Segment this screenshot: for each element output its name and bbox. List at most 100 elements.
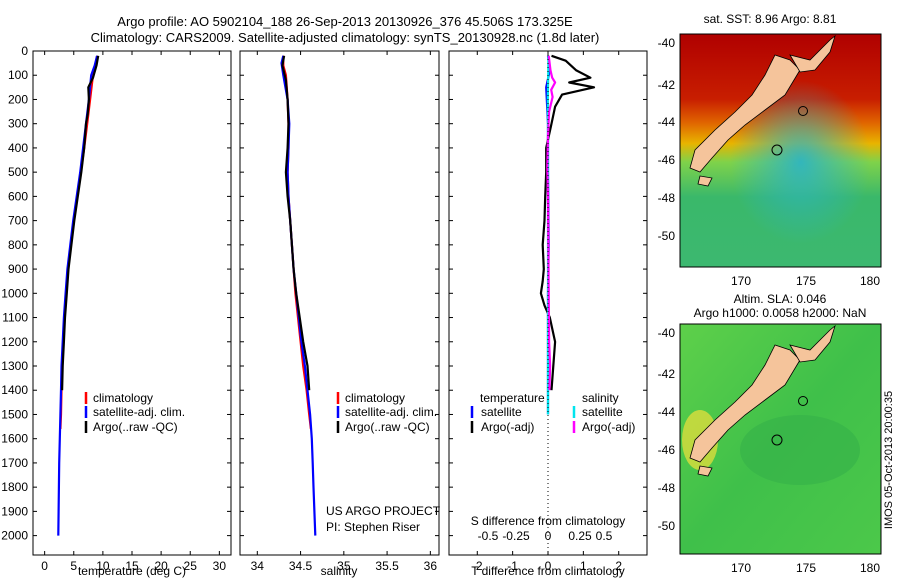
legend-label: satellite-adj. clim.: [345, 405, 437, 419]
salinity-panel: [239, 50, 440, 556]
x-tick-label: 0: [545, 559, 552, 573]
x-tick-label: 30: [213, 559, 227, 573]
map-ytick: -48: [658, 191, 676, 205]
temperature-panel: [32, 50, 232, 556]
map-xtick: 180: [860, 561, 880, 575]
difference-xlabel: T difference from climatology: [471, 564, 625, 578]
difference-legend: temperature salinity satellite Argo(-adj…: [470, 391, 635, 434]
y-tick-label: 600: [8, 189, 28, 203]
y-tick-label: 500: [8, 165, 28, 179]
legend-label: climatology: [345, 391, 405, 405]
north-island-shape: [789, 324, 836, 363]
y-tick-label: 300: [8, 117, 28, 131]
sla-map-yticks: -40 -42 -44 -46 -48 -50: [658, 326, 676, 533]
y-tick-label: 1600: [1, 432, 28, 446]
map-ytick: -44: [658, 115, 676, 129]
header-line-2: Climatology: CARS2009. Satellite-adjuste…: [91, 30, 600, 45]
sla-map-frame: [679, 323, 882, 555]
sst-map-frame: [679, 33, 882, 268]
y-tick-label: 1000: [1, 286, 28, 300]
map-ytick: -42: [658, 78, 676, 92]
x-tick-label: 5: [70, 559, 77, 573]
axis-ticks: 0 5 10 15 20 25 300100200300400500600700800900…: [1, 44, 647, 573]
y-tick-label: 1100: [2, 311, 28, 325]
legend-label: climatology: [93, 391, 153, 405]
x-tick-label: 34: [251, 559, 265, 573]
y-tick-label: 2000: [1, 529, 28, 543]
x-tick-label: 35: [337, 559, 351, 573]
legend-label: Argo(..raw -QC): [345, 420, 430, 434]
sla-low-patch: [740, 415, 860, 485]
s-tick: 0: [545, 529, 552, 543]
map-ytick: -48: [658, 481, 676, 495]
sst-map-title: sat. SST: 8.96 Argo: 8.81: [704, 12, 837, 26]
data-series: [57, 54, 596, 536]
series-salinity-2: [281, 55, 311, 391]
stewart-island-shape: [697, 465, 713, 477]
y-tick-label: 1700: [1, 456, 28, 470]
y-tick-label: 200: [8, 92, 28, 106]
sst-map-yticks: -40 -42 -44 -46 -48 -50: [658, 36, 676, 243]
map-xtick: 170: [731, 561, 751, 575]
argo-location-marker: [771, 434, 783, 446]
map-xtick: 170: [731, 274, 751, 288]
pi-annotation: PI: Stephen Riser: [326, 520, 420, 534]
legend-label: satellite-adj. clim.: [93, 405, 185, 419]
y-tick-label: 1900: [1, 504, 28, 518]
s-diff-tick-labels: -0.5 -0.25 0 0.25 0.5: [478, 529, 613, 543]
sst-map: -40 -42 -44 -46 -48 -50 170 175 180: [658, 33, 882, 288]
legend-label: satellite: [481, 405, 522, 419]
salinity-legend: climatology satellite-adj. clim. Argo(..…: [326, 391, 441, 534]
south-island-shape: [689, 54, 801, 173]
project-annotation: US ARGO PROJECT: [326, 504, 441, 518]
legend-header-salinity: salinity: [582, 391, 619, 405]
circle-marker: [798, 106, 808, 116]
map-xtick: 180: [860, 274, 880, 288]
x-tick-label: 1: [580, 559, 587, 573]
map-ytick: -46: [658, 443, 676, 457]
map-ytick: -44: [658, 405, 676, 419]
map-xtick: 175: [796, 274, 816, 288]
legend-header-temperature: temperature: [480, 391, 545, 405]
series-temperature-2: [61, 55, 100, 391]
argo-location-marker: [771, 144, 783, 156]
temperature-legend: climatology satellite-adj. clim. Argo(..…: [84, 391, 185, 434]
x-tick-label: 35.5: [375, 559, 399, 573]
legend-label: Argo(-adj): [481, 420, 534, 434]
x-tick-label: -2: [472, 559, 483, 573]
south-island-shape: [689, 344, 801, 463]
series-difference-3: [546, 55, 557, 391]
y-tick-label: 0: [21, 44, 28, 58]
north-island-shape: [789, 34, 836, 73]
y-tick-label: 400: [8, 141, 28, 155]
y-tick-label: 1500: [1, 407, 28, 421]
x-tick-label: 15: [125, 559, 139, 573]
s-tick: 0.25: [568, 529, 592, 543]
x-tick-label: 20: [154, 559, 168, 573]
map-ytick: -42: [658, 367, 676, 381]
sst-map-xticks: 170 175 180: [731, 274, 880, 288]
map-ytick: -46: [658, 153, 676, 167]
map-ytick: -40: [658, 326, 676, 340]
stewart-island-shape: [697, 175, 713, 187]
sla-map-xticks: 170 175 180: [731, 561, 880, 575]
y-tick-label: 700: [8, 214, 28, 228]
map-ytick: -40: [658, 36, 676, 50]
sla-map: -40 -42 -44 -46 -48 -50 170 175 180: [658, 323, 882, 575]
y-tick-label: 900: [8, 262, 28, 276]
x-tick-label: 34.5: [289, 559, 313, 573]
y-tick-label: 1400: [1, 383, 28, 397]
y-tick-label: 100: [8, 68, 28, 82]
map-ytick: -50: [658, 519, 676, 533]
s-tick: -0.5: [478, 529, 499, 543]
x-tick-label: 2: [615, 559, 622, 573]
x-tick-label: 10: [96, 559, 110, 573]
imos-stamp: IMOS 05-Oct-2013 20:00:35: [883, 391, 895, 529]
temperature-xlabel: temperature (deg C): [78, 564, 186, 578]
map-ytick: -50: [658, 229, 676, 243]
y-tick-label: 800: [8, 238, 28, 252]
sla-map-title-1: Altim. SLA: 0.046: [734, 292, 827, 306]
header-line-1: Argo profile: AO 5902104_188 26-Sep-2013…: [117, 14, 573, 29]
map-xtick: 175: [796, 561, 816, 575]
